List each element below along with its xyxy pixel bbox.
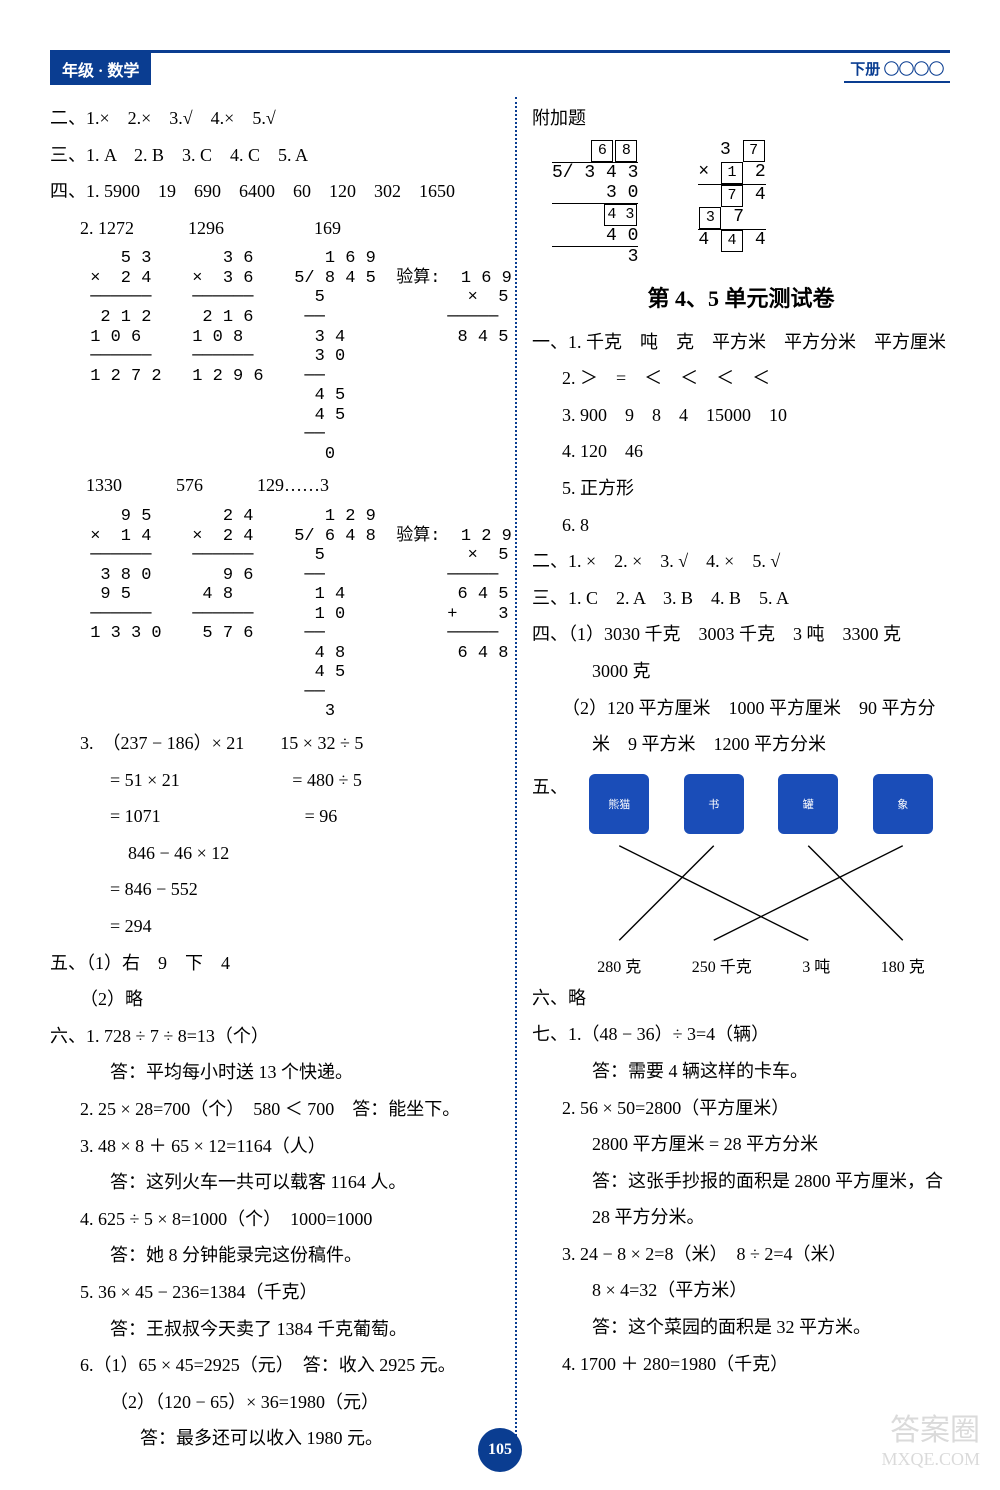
right-column: 附加题 68 5/ 3 4 3 3 0 4 3 4 0 3 3 7 × 1 2 … (517, 97, 950, 1460)
r10b: 答：这个菜园的面积是 32 平方米。 (532, 1312, 950, 1343)
q6-5: 5. 36 × 45 − 236=1384（千克） (50, 1277, 500, 1308)
q4-3c: = 1071 = 96 (50, 801, 500, 832)
q6-1a: 答：平均每小时送 13 个快递。 (50, 1057, 500, 1088)
box: 8 (615, 140, 637, 162)
q4-3a: 3. （237 − 186）× 21 15 × 32 ÷ 5 (50, 728, 500, 759)
divisor-row: 5/ 3 4 3 (552, 162, 638, 183)
q6-5a: 答：王叔叔今天卖了 1384 千克葡萄。 (50, 1314, 500, 1345)
q4-3d: 846 − 46 × 12 (50, 838, 500, 869)
r9c: 28 平方分米。 (532, 1202, 950, 1233)
watermark: 答案圈 MXQE.COM (881, 1405, 980, 1470)
n: 4 (698, 230, 709, 250)
r2-6: 6. 8 (532, 510, 950, 541)
q6-4: 4. 625 ÷ 5 × 8=1000（个） 1000=1000 (50, 1204, 500, 1235)
page-number: 105 (478, 1428, 522, 1472)
row: 3 0 (552, 183, 638, 203)
q6-2: 2. 25 × 28=700（个） 580 ＜ 700 答：能坐下。 (50, 1094, 500, 1125)
header-right: 下册 ◯◯◯◯ (844, 56, 950, 83)
n: 4 (755, 185, 766, 205)
r8: 七、1.（48 − 36）÷ 3=4（辆） (532, 1019, 950, 1050)
r11: 4. 1700 ＋ 280=1980（千克） (532, 1349, 950, 1380)
can-icon: 罐 (778, 774, 838, 834)
q4-3e: = 846 − 552 (50, 874, 500, 905)
box: 1 (721, 162, 743, 184)
r9a: 2800 平方厘米 = 28 平方分米 (532, 1129, 950, 1160)
multiplication-boxes: 3 7 × 1 2 7 4 3 7 4 4 4 (698, 140, 765, 267)
box: 7 (721, 185, 743, 207)
n: 7 (733, 207, 744, 227)
r7: 六、略 (532, 983, 950, 1014)
panda-icon: 熊猫 (589, 774, 649, 834)
page-header: 年级 · 数学 下册 ◯◯◯◯ (50, 50, 950, 85)
r10: 3. 24 − 8 × 2=8（米） 8 ÷ 2=4（米） (532, 1239, 950, 1270)
n: × (698, 162, 709, 182)
row: 3 (552, 246, 638, 267)
match-lines (572, 838, 950, 948)
q4-3f: = 294 (50, 911, 500, 942)
q2: 二、1.× 2.× 3.√ 4.× 5.√ (50, 103, 500, 134)
q6-6a: （2）（120 − 65）× 36=1980（元） (50, 1387, 500, 1418)
watermark-url: MXQE.COM (881, 1449, 980, 1470)
n: 2 (755, 162, 766, 182)
header-left: 年级 · 数学 (50, 53, 151, 85)
match-label: 3 吨 (802, 953, 830, 977)
r3: 二、1. × 2. × 3. √ 4. × 5. √ (532, 546, 950, 577)
n: 4 (755, 230, 766, 250)
r9: 2. 56 × 50=2800（平方厘米） (532, 1093, 950, 1124)
extra-title: 附加题 (532, 103, 950, 134)
match-labels-row: 280 克 250 千克 3 吨 180 克 (572, 953, 950, 977)
watermark-text: 答案圈 (881, 1405, 980, 1449)
r5a: 3000 克 (532, 656, 950, 687)
r2-4: 4. 120 46 (532, 436, 950, 467)
match-label: 250 千克 (692, 953, 752, 977)
elephant-icon: 象 (873, 774, 933, 834)
r10a: 8 × 4=32（平方米） (532, 1275, 950, 1306)
q6-3: 3. 48 × 8 ＋ 65 × 12=1164（人） (50, 1131, 500, 1162)
book-icon: 书 (684, 774, 744, 834)
q6-6b: 答：最多还可以收入 1980 元。 (50, 1423, 500, 1454)
n: 3 (720, 140, 731, 160)
q5-2: （2）略 (50, 984, 500, 1015)
division-boxes: 68 5/ 3 4 3 3 0 4 3 4 0 3 (552, 140, 638, 267)
row: 4 0 (552, 226, 638, 246)
r5b: （2）120 平方厘米 1000 平方厘米 90 平方分 (532, 693, 950, 724)
box: 7 (743, 140, 765, 162)
q4-2-header: 2. 1272 1296 169 (50, 213, 500, 244)
r2-5: 5. 正方形 (532, 473, 950, 504)
q4-3b: = 51 × 21 = 480 ÷ 5 (50, 765, 500, 796)
q5-1: 五、（1）右 9 下 4 (50, 948, 500, 979)
box: 4 3 (604, 204, 637, 226)
match-icons-row: 熊猫 书 罐 象 (572, 774, 950, 834)
q3: 三、1. A 2. B 3. C 4. C 5. A (50, 140, 500, 171)
calc2-header: 1330 576 129……3 (50, 470, 500, 501)
r2-2: 2. ＞ = ＜ ＜ ＜ ＜ (532, 363, 950, 394)
r6: 五、 (532, 772, 572, 803)
box: 3 (699, 207, 721, 229)
r8a: 答：需要 4 辆这样的卡车。 (532, 1056, 950, 1087)
r2-1: 一、1. 千克 吨 克 平方米 平方分米 平方厘米 (532, 327, 950, 358)
q6-1: 六、1. 728 ÷ 7 ÷ 8=13（个） (50, 1021, 500, 1052)
calc-block-2: 9 5 2 4 1 2 9 × 1 4 × 2 4 5/ 6 4 8 验算: 1… (50, 507, 500, 722)
box: 4 (721, 230, 743, 252)
box: 6 (591, 140, 613, 162)
q6-4a: 答：她 8 分钟能录完这份稿件。 (50, 1240, 500, 1271)
r5c: 米 9 平方米 1200 平方分米 (532, 729, 950, 760)
match-label: 280 克 (597, 953, 641, 977)
q6-6: 6.（1）65 × 45=2925（元） 答：收入 2925 元。 (50, 1350, 500, 1381)
r9b: 答：这张手抄报的面积是 2800 平方厘米，合 (532, 1166, 950, 1197)
left-column: 二、1.× 2.× 3.√ 4.× 5.√ 三、1. A 2. B 3. C 4… (50, 97, 517, 1460)
r5: 四、（1）3030 千克 3003 千克 3 吨 3300 克 (532, 619, 950, 650)
calc-block-1: 5 3 3 6 1 6 9 × 2 4 × 3 6 5/ 8 4 5 验算: 1… (50, 249, 500, 464)
q4-1: 四、1. 5900 19 690 6400 60 120 302 1650 (50, 176, 500, 207)
section-title: 第 4、5 单元测试卷 (532, 281, 950, 313)
match-label: 180 克 (881, 953, 925, 977)
r2-3: 3. 900 9 8 4 15000 10 (532, 400, 950, 431)
r4: 三、1. C 2. A 3. B 4. B 5. A (532, 583, 950, 614)
q6-3a: 答：这列火车一共可以载客 1164 人。 (50, 1167, 500, 1198)
